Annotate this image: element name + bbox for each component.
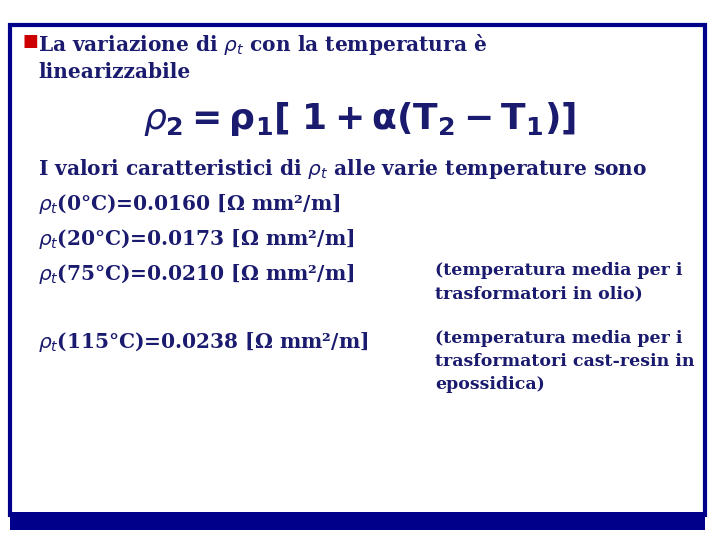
Text: epossidica): epossidica) [435,376,545,393]
Text: $\rho_t$(20°C)=0.0173 [Ω mm²/m]: $\rho_t$(20°C)=0.0173 [Ω mm²/m] [38,227,354,251]
Text: $\rho_t$(75°C)=0.0210 [Ω mm²/m]: $\rho_t$(75°C)=0.0210 [Ω mm²/m] [38,262,354,286]
Text: $\rho_t$(115°C)=0.0238 [Ω mm²/m]: $\rho_t$(115°C)=0.0238 [Ω mm²/m] [38,330,369,354]
Text: $\rho_t$(0°C)=0.0160 [Ω mm²/m]: $\rho_t$(0°C)=0.0160 [Ω mm²/m] [38,192,341,216]
Text: (temperatura media per i: (temperatura media per i [435,262,683,279]
FancyBboxPatch shape [10,512,705,530]
Text: linearizzabile: linearizzabile [38,62,190,82]
Text: trasformatori cast-resin in: trasformatori cast-resin in [435,353,695,370]
Text: I valori caratteristici di $\rho_t$ alle varie temperature sono: I valori caratteristici di $\rho_t$ alle… [38,157,647,181]
Text: ■: ■ [22,32,37,50]
Text: (temperatura media per i: (temperatura media per i [435,330,683,347]
Text: $\rho_{\mathbf{2}}$$\mathbf{= \rho_1[ \ 1+\alpha(T_2-T_1)]}$: $\rho_{\mathbf{2}}$$\mathbf{= \rho_1[ \ … [143,100,577,138]
Text: La variazione di $\rho_t$ con la temperatura è: La variazione di $\rho_t$ con la tempera… [38,32,487,57]
Text: trasformatori in olio): trasformatori in olio) [435,285,643,302]
FancyBboxPatch shape [10,25,705,515]
